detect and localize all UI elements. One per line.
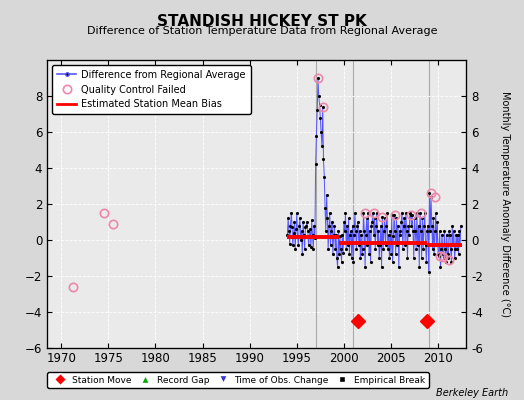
Text: Difference of Station Temperature Data from Regional Average: Difference of Station Temperature Data f… — [87, 26, 437, 36]
Legend: Station Move, Record Gap, Time of Obs. Change, Empirical Break: Station Move, Record Gap, Time of Obs. C… — [48, 372, 429, 388]
Y-axis label: Monthly Temperature Anomaly Difference (°C): Monthly Temperature Anomaly Difference (… — [500, 91, 510, 317]
Text: Berkeley Earth: Berkeley Earth — [436, 388, 508, 398]
Text: STANDISH HICKEY ST PK: STANDISH HICKEY ST PK — [157, 14, 367, 29]
